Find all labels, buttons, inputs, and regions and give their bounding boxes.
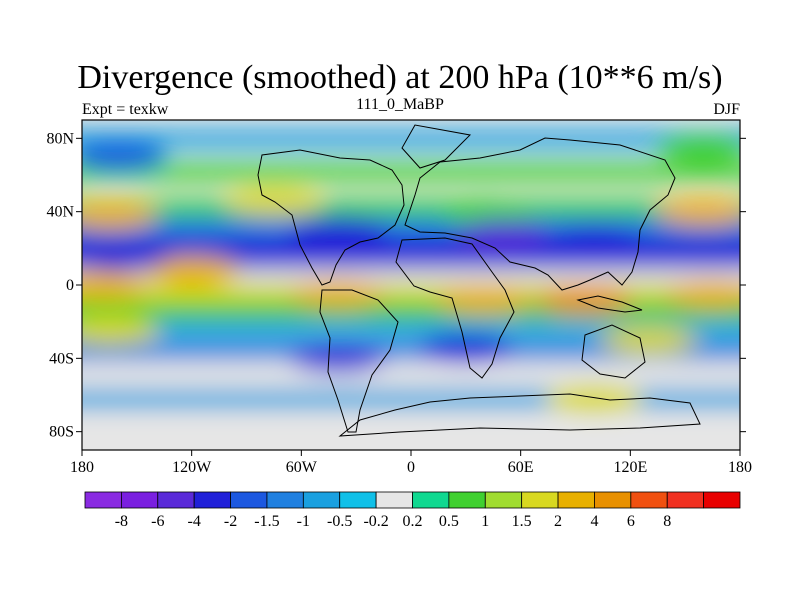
field-blob [655, 197, 740, 226]
colorbar-swatch [703, 491, 741, 509]
lat-tick-label: 80N [46, 130, 74, 147]
colorbar-swatch [521, 491, 559, 509]
colorbar-swatch [120, 491, 159, 509]
field-band [82, 319, 740, 339]
coastline-north-america [257, 149, 405, 286]
field-band [82, 301, 740, 320]
field-blob [545, 225, 642, 254]
coastline-eurasia [404, 137, 676, 291]
field-band [82, 268, 740, 287]
colorbar-swatch [339, 491, 377, 509]
colorbar-swatch [266, 491, 304, 509]
colorbar-swatch [666, 491, 705, 509]
field-band [82, 389, 740, 408]
colorbar-swatch [302, 491, 341, 509]
colorbar-label: -4 [188, 513, 201, 530]
field-blob [225, 188, 322, 217]
colorbar-label: 0.5 [439, 513, 459, 530]
colorbar-label: 2 [554, 513, 562, 530]
lat-tick-label: 0 [66, 277, 74, 294]
coastline-antarctica [338, 393, 701, 437]
field-band [82, 250, 740, 269]
field-blob [82, 201, 158, 230]
field-blob [536, 285, 633, 314]
field-blob [143, 256, 240, 285]
colorbar: -8 -6 -4 -2 -1.5 -1 -0.5 -0.2 0.2 0.5 1 1.5 2 4 6 8 [84, 491, 741, 530]
field-blob [545, 384, 642, 413]
field-blob [655, 133, 740, 162]
colorbar-swatch [412, 491, 450, 509]
colorbar-swatch [557, 491, 595, 509]
lon-tick-label: 60E [508, 459, 534, 476]
colorbar-swatch [484, 491, 523, 509]
field-blob [664, 280, 740, 309]
axis-ticks: 80N 40N 0 40S 80S 180 120W 60W 0 60E 120E 180 [46, 130, 752, 476]
lon-tick-label: 0 [407, 459, 415, 476]
field-band [82, 418, 740, 438]
season-label: DJF [713, 101, 740, 118]
colorbar-label: -1.5 [254, 513, 279, 530]
field-band [82, 341, 740, 361]
field-blob [82, 243, 167, 272]
field-blob [436, 285, 533, 314]
colorbar-swatch [157, 491, 195, 509]
lon-tick-label: 180 [70, 459, 94, 476]
colorbar-label: 1.5 [512, 513, 532, 530]
colorbar-label: -0.5 [327, 513, 352, 530]
field-blob [82, 316, 158, 345]
colorbar-label: 6 [627, 513, 635, 530]
colorbar-label: -0.2 [363, 513, 388, 530]
lon-tick-label: 60W [286, 459, 318, 476]
colorbar-label: -8 [115, 513, 128, 530]
colorbar-label: -6 [151, 513, 164, 530]
colorbar-label: 0.2 [403, 513, 423, 530]
field-blob [82, 142, 167, 171]
map-title: Divergence (smoothed) at 200 hPa (10**6 … [77, 59, 723, 96]
field-blob [289, 280, 386, 309]
experiment-label: Expt = texkw [82, 101, 169, 118]
colorbar-swatch [594, 491, 632, 509]
colorbar-swatch [230, 491, 268, 509]
colorbar-label: 1 [481, 513, 489, 530]
coastline-africa [395, 237, 515, 379]
field-blob [289, 216, 386, 244]
period-label: 111_0_MaBP [356, 96, 444, 113]
colorbar-swatch [193, 491, 231, 509]
colorbar-swatch [448, 491, 486, 509]
colorbar-label: -1 [297, 513, 310, 530]
field-blob [600, 326, 697, 354]
field-blob [289, 344, 386, 373]
field-blob [436, 197, 533, 226]
colorbar-swatch [375, 491, 413, 509]
field-band [82, 367, 740, 386]
field-band [82, 162, 740, 181]
colorbar-label: -2 [224, 513, 237, 530]
coastline-indonesia [576, 295, 643, 313]
colorbar-swatch [84, 491, 122, 509]
lon-tick-label: 120E [613, 459, 647, 476]
coastline-australia [581, 324, 646, 379]
field-band [82, 129, 740, 148]
coastlines [257, 124, 701, 437]
coastline-greenland [401, 124, 472, 169]
colorbar-label: 8 [663, 513, 671, 530]
colorbar-swatch [630, 491, 668, 509]
lon-tick-label: 120W [172, 459, 212, 476]
field-blob [673, 239, 740, 268]
lat-tick-label: 40N [46, 204, 74, 221]
field-blob [82, 271, 149, 299]
lat-tick-label: 80S [49, 424, 74, 441]
divergence-field [82, 129, 740, 438]
lon-tick-label: 180 [728, 459, 752, 476]
colorbar-label: 4 [590, 513, 598, 530]
lat-tick-label: 40S [49, 350, 74, 367]
